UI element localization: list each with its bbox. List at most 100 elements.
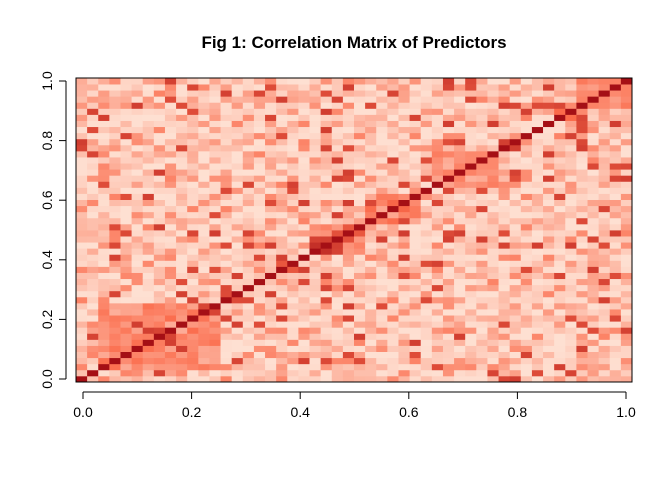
heatmap-cell	[609, 254, 622, 261]
heatmap-cell	[398, 78, 410, 85]
heatmap-cell	[265, 90, 277, 97]
heatmap-cell	[265, 150, 277, 158]
heatmap-cell	[431, 223, 444, 231]
heatmap-cell	[242, 181, 255, 188]
heatmap-cell	[587, 321, 600, 328]
heatmap-cell	[454, 138, 466, 146]
heatmap-cell	[76, 266, 88, 273]
heatmap-cell	[498, 351, 511, 359]
heatmap-cell	[176, 138, 188, 146]
heatmap-cell	[454, 157, 466, 164]
heatmap-cell	[387, 254, 399, 261]
heatmap-cell	[365, 309, 377, 316]
heatmap-cell	[331, 84, 344, 91]
heatmap-cell	[420, 150, 433, 158]
heatmap-cell	[354, 223, 366, 231]
heatmap-cell	[176, 260, 188, 267]
heatmap-cell	[142, 278, 155, 286]
heatmap-cell	[609, 84, 622, 91]
heatmap-cell	[420, 327, 433, 334]
heatmap-cell	[320, 254, 333, 261]
heatmap-cell	[576, 193, 588, 200]
heatmap-cell	[342, 284, 355, 292]
heatmap-cell	[298, 363, 310, 371]
heatmap-cell	[187, 223, 199, 231]
heatmap-cell	[153, 327, 166, 334]
heatmap-cell	[98, 254, 110, 261]
heatmap-cell	[131, 193, 144, 200]
heatmap-cell	[520, 211, 533, 219]
heatmap-cell	[265, 333, 277, 340]
heatmap-cell	[331, 108, 344, 115]
heatmap-cell	[331, 236, 344, 243]
heatmap-cell	[131, 327, 144, 334]
heatmap-cell	[609, 78, 622, 85]
heatmap-cell	[176, 278, 188, 286]
heatmap-cell	[576, 96, 588, 103]
heatmap-cell	[109, 375, 121, 383]
heatmap-cell	[131, 321, 144, 328]
heatmap-cell	[98, 351, 110, 359]
heatmap-cell	[598, 236, 611, 243]
heatmap-cell	[509, 223, 522, 231]
heatmap-cell	[454, 126, 466, 134]
heatmap-cell	[209, 187, 221, 194]
heatmap-cell	[531, 223, 544, 231]
heatmap-cell	[487, 302, 499, 310]
heatmap-cell	[387, 315, 399, 322]
heatmap-cell	[120, 284, 132, 292]
heatmap-cell	[365, 223, 377, 231]
heatmap-cell	[543, 205, 555, 213]
heatmap-cell	[620, 272, 633, 280]
heatmap-cell	[153, 230, 166, 237]
heatmap-cell	[98, 102, 110, 109]
heatmap-cell	[398, 309, 410, 316]
heatmap-cell	[376, 363, 388, 371]
heatmap-cell	[520, 181, 533, 188]
heatmap-cell	[287, 138, 299, 146]
heatmap-cell	[287, 90, 299, 97]
heatmap-cell	[87, 108, 99, 115]
heatmap-cell	[365, 211, 377, 219]
heatmap-cell	[276, 327, 288, 334]
heatmap-cell	[576, 260, 588, 267]
heatmap-cell	[609, 339, 622, 346]
heatmap-cell	[365, 102, 377, 109]
heatmap-cell	[554, 138, 566, 146]
heatmap-cell	[420, 120, 433, 128]
heatmap-cell	[509, 163, 522, 170]
heatmap-cell	[153, 205, 166, 213]
heatmap-cell	[365, 248, 377, 255]
heatmap-cell	[176, 144, 188, 152]
heatmap-cell	[609, 169, 622, 176]
heatmap-cell	[142, 150, 155, 158]
heatmap-cell	[543, 169, 555, 176]
heatmap-cell	[354, 278, 366, 286]
heatmap-cell	[565, 302, 577, 310]
heatmap-cell	[142, 132, 155, 140]
heatmap-cell	[476, 290, 488, 298]
heatmap-cell	[87, 290, 99, 298]
heatmap-cell	[198, 223, 210, 231]
heatmap-cell	[320, 236, 333, 243]
heatmap-cell	[565, 132, 577, 140]
heatmap-cell	[231, 242, 244, 249]
heatmap-cell	[120, 369, 132, 377]
heatmap-cell	[209, 84, 221, 91]
heatmap-cell	[509, 114, 522, 121]
heatmap-cell	[609, 132, 622, 140]
heatmap-cell	[265, 260, 277, 267]
heatmap-cell	[365, 327, 377, 334]
heatmap-cell	[164, 193, 177, 200]
heatmap-cell	[231, 272, 244, 280]
heatmap-cell	[587, 138, 600, 146]
heatmap-cell	[620, 217, 633, 225]
heatmap-cell	[109, 223, 121, 231]
heatmap-cell	[487, 327, 499, 334]
heatmap-cell	[109, 369, 121, 377]
heatmap-cell	[120, 138, 132, 146]
heatmap-cell	[509, 78, 522, 85]
heatmap-cell	[454, 96, 466, 103]
heatmap-cell	[287, 114, 299, 121]
heatmap-cell	[609, 351, 622, 359]
